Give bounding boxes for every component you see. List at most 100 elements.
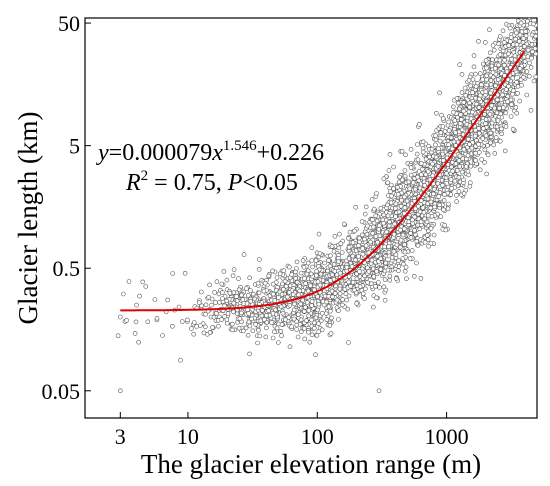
data-point bbox=[263, 313, 269, 318]
data-point bbox=[400, 232, 406, 238]
data-point bbox=[480, 136, 486, 141]
data-point bbox=[473, 127, 478, 133]
data-point bbox=[418, 276, 424, 281]
data-point bbox=[203, 302, 209, 308]
data-point bbox=[386, 244, 391, 249]
data-point bbox=[300, 258, 306, 263]
data-point bbox=[378, 205, 384, 211]
data-point bbox=[350, 253, 356, 259]
data-point bbox=[502, 57, 507, 63]
data-point bbox=[360, 246, 365, 251]
data-point bbox=[386, 250, 392, 255]
y-axis-title: Glacier length (km) bbox=[13, 112, 43, 325]
data-point bbox=[301, 264, 307, 270]
data-point bbox=[314, 273, 319, 278]
data-point bbox=[337, 286, 343, 292]
data-point bbox=[297, 288, 303, 294]
data-point bbox=[451, 139, 457, 145]
data-point bbox=[363, 204, 369, 210]
data-point bbox=[319, 327, 325, 333]
data-point bbox=[132, 331, 138, 336]
r2-value: = 0.75, bbox=[148, 170, 228, 196]
data-point bbox=[118, 314, 123, 320]
data-point bbox=[449, 146, 455, 152]
data-point bbox=[395, 184, 400, 190]
data-point bbox=[283, 283, 289, 289]
data-point bbox=[431, 191, 436, 197]
data-point bbox=[428, 205, 434, 211]
data-point bbox=[426, 243, 431, 249]
data-point bbox=[381, 284, 387, 290]
data-point bbox=[357, 269, 362, 274]
data-point bbox=[365, 265, 370, 271]
data-point bbox=[301, 309, 307, 314]
data-point bbox=[488, 130, 494, 136]
data-point bbox=[524, 92, 530, 98]
data-point bbox=[402, 168, 408, 173]
data-point bbox=[484, 171, 489, 177]
data-point bbox=[522, 59, 528, 64]
data-point bbox=[178, 357, 183, 363]
data-point bbox=[415, 157, 421, 162]
data-point bbox=[329, 244, 335, 249]
data-point bbox=[408, 231, 413, 236]
data-point bbox=[527, 60, 532, 66]
data-point bbox=[225, 311, 231, 316]
data-point bbox=[294, 322, 300, 328]
data-point bbox=[328, 253, 333, 258]
data-point bbox=[446, 142, 451, 147]
data-point bbox=[450, 104, 456, 110]
data-point bbox=[484, 73, 489, 79]
data-point bbox=[140, 279, 145, 285]
data-point bbox=[201, 330, 207, 336]
data-point bbox=[203, 324, 208, 330]
data-point bbox=[381, 176, 387, 181]
data-point bbox=[231, 290, 237, 295]
data-point bbox=[378, 266, 384, 272]
data-point bbox=[420, 139, 426, 145]
scatter-points bbox=[115, 17, 539, 394]
data-point bbox=[360, 251, 366, 257]
data-point bbox=[270, 335, 276, 341]
data-point bbox=[416, 169, 422, 174]
data-point bbox=[424, 233, 430, 238]
data-point bbox=[348, 283, 353, 289]
data-point bbox=[484, 82, 490, 88]
data-point bbox=[319, 310, 325, 316]
data-point bbox=[443, 227, 449, 233]
data-point bbox=[376, 280, 381, 285]
data-point bbox=[320, 299, 326, 304]
data-point bbox=[165, 297, 170, 303]
data-point bbox=[126, 279, 132, 284]
data-point bbox=[508, 39, 513, 44]
p-value: <0.05 bbox=[242, 170, 298, 196]
data-point bbox=[521, 75, 526, 80]
data-point bbox=[278, 328, 284, 334]
data-point bbox=[317, 251, 323, 256]
data-point bbox=[234, 294, 239, 299]
data-point bbox=[512, 53, 518, 59]
data-point bbox=[118, 388, 123, 394]
data-point bbox=[266, 273, 272, 279]
data-point bbox=[363, 286, 368, 292]
data-point bbox=[459, 90, 465, 95]
data-point bbox=[440, 182, 445, 188]
eq-exponent: 1.546 bbox=[223, 138, 257, 154]
data-point bbox=[495, 118, 501, 123]
data-point bbox=[418, 161, 424, 166]
data-point bbox=[230, 327, 235, 333]
data-point bbox=[222, 314, 227, 319]
data-point bbox=[292, 301, 297, 307]
data-point bbox=[502, 40, 507, 45]
data-point bbox=[294, 327, 299, 332]
eq-y: y bbox=[96, 140, 109, 166]
data-point bbox=[315, 279, 321, 285]
data-point bbox=[461, 191, 467, 196]
data-point bbox=[489, 103, 495, 108]
data-point bbox=[446, 128, 452, 133]
data-point bbox=[309, 332, 315, 338]
data-point bbox=[353, 257, 358, 263]
data-point bbox=[333, 283, 339, 289]
data-point bbox=[222, 303, 227, 309]
data-point bbox=[370, 304, 376, 310]
